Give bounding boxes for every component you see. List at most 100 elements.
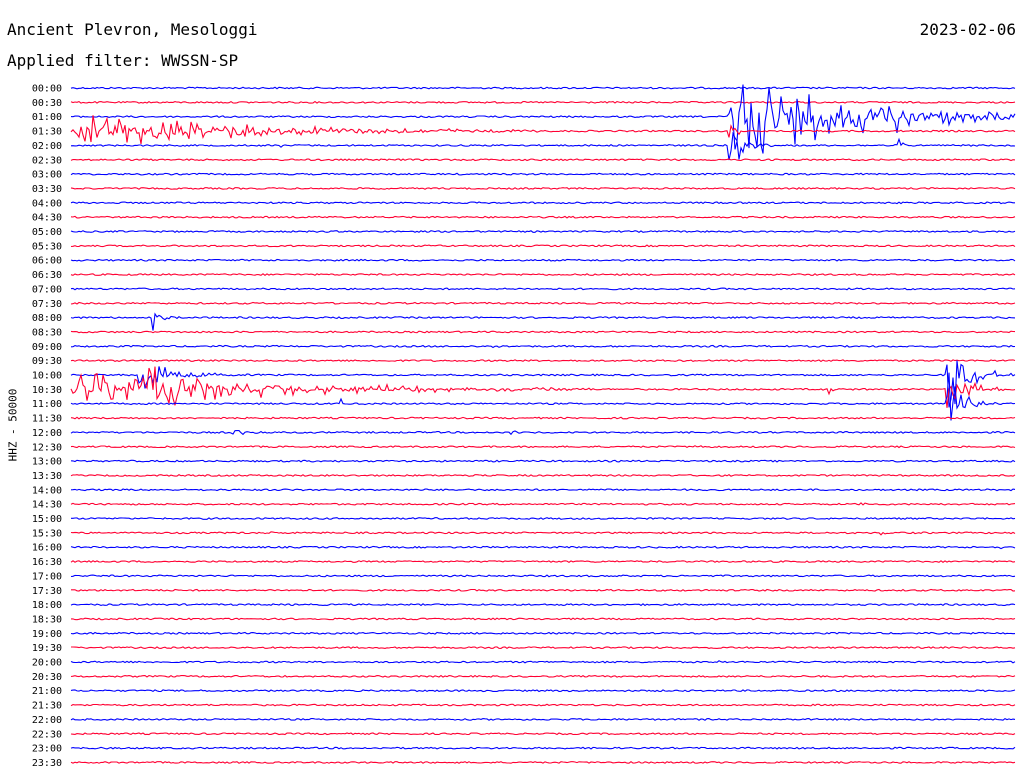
row-time-label: 14:30 bbox=[32, 500, 62, 511]
seismic-trace bbox=[70, 474, 1016, 477]
seismic-trace bbox=[70, 746, 1016, 750]
row-time-label: 08:30 bbox=[32, 327, 62, 338]
row-time-label: 15:00 bbox=[32, 514, 62, 525]
seismic-trace bbox=[70, 273, 1016, 276]
row-time-label: 05:00 bbox=[32, 227, 62, 238]
seismic-trace bbox=[70, 115, 1016, 144]
seismic-trace bbox=[70, 172, 1016, 176]
row-time-label: 22:30 bbox=[32, 729, 62, 740]
row-time-label: 05:30 bbox=[32, 241, 62, 252]
seismic-trace bbox=[70, 187, 1016, 190]
row-time-label: 00:30 bbox=[32, 98, 62, 109]
row-time-label: 03:30 bbox=[32, 184, 62, 195]
seismic-trace bbox=[70, 531, 1016, 536]
row-time-label: 04:30 bbox=[32, 213, 62, 224]
seismic-trace bbox=[70, 445, 1016, 449]
station-name: Ancient Plevron, Mesologgi bbox=[7, 20, 258, 39]
filter-label: Applied filter: WWSSN-SP bbox=[7, 51, 239, 70]
seismic-trace bbox=[70, 84, 1016, 154]
seismic-trace bbox=[70, 230, 1016, 233]
row-time-label: 23:30 bbox=[32, 758, 62, 769]
row-time-label: 07:00 bbox=[32, 284, 62, 295]
row-time-label: 14:00 bbox=[32, 485, 62, 496]
seismic-trace bbox=[71, 517, 1016, 520]
seismic-trace bbox=[70, 660, 1016, 664]
row-time-label: 09:00 bbox=[32, 342, 62, 353]
seismic-trace bbox=[70, 732, 1016, 736]
row-time-label: 06:30 bbox=[32, 270, 62, 281]
row-time-label: 19:00 bbox=[32, 629, 62, 640]
row-time-label: 16:00 bbox=[32, 543, 62, 554]
seismic-trace bbox=[70, 502, 1016, 506]
row-time-label: 04:00 bbox=[32, 198, 62, 209]
row-time-label: 01:00 bbox=[32, 112, 62, 123]
seismic-trace bbox=[70, 158, 1016, 162]
row-time-label: 02:00 bbox=[32, 141, 62, 152]
row-time-label: 23:00 bbox=[32, 744, 62, 755]
seismic-trace bbox=[70, 330, 1016, 334]
seismic-trace bbox=[70, 344, 1016, 349]
row-time-label: 17:30 bbox=[32, 586, 62, 597]
seismic-trace bbox=[70, 703, 1016, 707]
seismic-trace bbox=[70, 312, 1016, 331]
seismic-trace bbox=[70, 360, 1016, 408]
row-time-label: 12:30 bbox=[32, 442, 62, 453]
seismic-trace bbox=[70, 372, 1016, 421]
seismic-trace bbox=[70, 366, 1016, 408]
seismic-trace bbox=[70, 717, 1016, 721]
row-time-label: 15:30 bbox=[32, 528, 62, 539]
seismic-trace bbox=[70, 761, 1016, 764]
seismic-trace bbox=[70, 459, 1016, 463]
row-time-label: 19:30 bbox=[32, 643, 62, 654]
seismic-trace bbox=[70, 689, 1016, 693]
seismic-trace bbox=[70, 215, 1016, 219]
row-time-label: 18:30 bbox=[32, 614, 62, 625]
seismic-trace bbox=[71, 617, 1016, 621]
row-time-label: 10:30 bbox=[32, 385, 62, 396]
seismic-trace bbox=[70, 100, 1016, 104]
row-time-label: 13:00 bbox=[32, 457, 62, 468]
seismic-trace bbox=[71, 588, 1016, 592]
row-time-label: 16:30 bbox=[32, 557, 62, 568]
seismic-trace bbox=[70, 416, 1016, 420]
seismic-trace bbox=[70, 359, 1016, 363]
date-label: 2023-02-06 bbox=[919, 20, 1016, 39]
seismic-trace bbox=[70, 201, 1015, 205]
row-time-label: 08:00 bbox=[32, 313, 62, 324]
row-time-label: 09:30 bbox=[32, 356, 62, 367]
row-time-label: 06:00 bbox=[32, 256, 62, 267]
row-time-label: 21:00 bbox=[32, 686, 62, 697]
seismic-trace bbox=[70, 560, 1016, 563]
seismic-trace bbox=[70, 488, 1016, 492]
seismic-trace bbox=[70, 603, 1016, 607]
seismic-trace bbox=[70, 674, 1016, 678]
row-time-label: 02:30 bbox=[32, 155, 62, 166]
seismic-trace bbox=[70, 631, 1016, 635]
seismic-trace bbox=[70, 86, 1016, 90]
seismic-trace bbox=[70, 301, 1016, 305]
seismic-trace bbox=[70, 244, 1016, 248]
seismic-trace bbox=[70, 545, 1016, 550]
seismic-trace bbox=[70, 131, 1016, 161]
row-time-label: 12:00 bbox=[32, 428, 62, 439]
row-time-label: 00:00 bbox=[32, 84, 62, 95]
row-time-label: 20:00 bbox=[32, 658, 62, 669]
row-time-label: 17:00 bbox=[32, 571, 62, 582]
seismic-trace bbox=[70, 430, 1016, 436]
row-time-label: 18:00 bbox=[32, 600, 62, 611]
row-time-label: 07:30 bbox=[32, 299, 62, 310]
row-time-label: 21:30 bbox=[32, 701, 62, 712]
row-time-label: 13:30 bbox=[32, 471, 62, 482]
seismic-trace bbox=[70, 258, 1016, 262]
seismic-trace bbox=[71, 646, 1016, 650]
row-time-label: 10:00 bbox=[32, 371, 62, 382]
seismic-trace bbox=[70, 287, 1016, 291]
row-time-label: 11:00 bbox=[32, 399, 62, 410]
row-time-label: 03:00 bbox=[32, 170, 62, 181]
row-time-label: 01:30 bbox=[32, 127, 62, 138]
row-time-label: 20:30 bbox=[32, 672, 62, 683]
seismic-trace bbox=[70, 574, 1016, 578]
row-time-label: 22:00 bbox=[32, 715, 62, 726]
row-time-label: 11:30 bbox=[32, 414, 62, 425]
